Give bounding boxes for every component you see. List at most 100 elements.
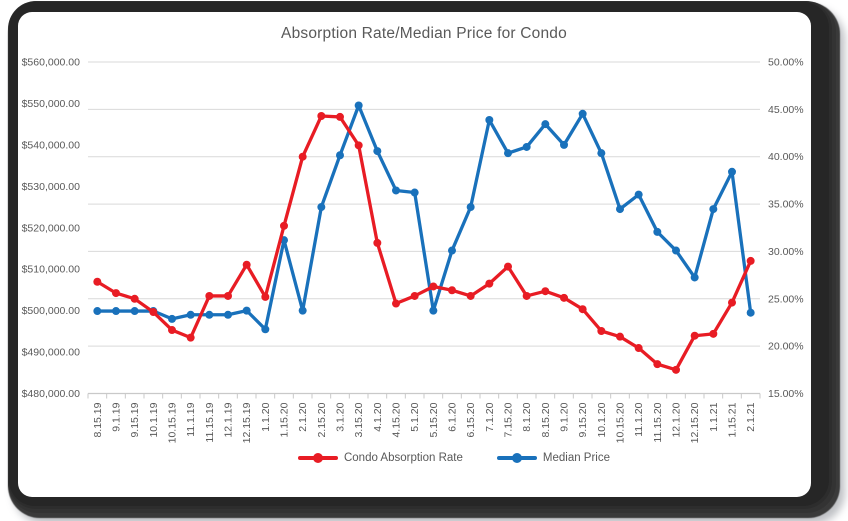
legend-label: Median Price bbox=[542, 452, 611, 464]
legend-label: Condo Absorption Rate bbox=[343, 452, 463, 464]
data-point-marker bbox=[597, 326, 606, 335]
data-point-marker bbox=[298, 152, 307, 161]
data-point-marker bbox=[728, 167, 736, 176]
left-axis-label: $560,000.00 bbox=[22, 57, 81, 69]
x-axis-label: 12.15.19 bbox=[241, 402, 253, 443]
data-point-marker bbox=[541, 287, 550, 296]
data-point-marker bbox=[93, 307, 102, 316]
x-axis-label: 10.1.19 bbox=[148, 402, 160, 437]
x-axis-label: 12.1.19 bbox=[223, 402, 235, 437]
legend-item-median-price: Median Price bbox=[496, 452, 611, 464]
x-axis-label: 2.1.20 bbox=[297, 402, 309, 431]
data-point-marker bbox=[130, 294, 139, 303]
x-axis-label: 1.15.20 bbox=[279, 402, 291, 437]
right-axis-label: 15.00% bbox=[768, 388, 804, 400]
data-point-marker bbox=[709, 205, 718, 214]
x-axis-label: 6.1.20 bbox=[447, 402, 459, 431]
data-point-marker bbox=[504, 149, 512, 158]
x-axis-label: 5.1.20 bbox=[409, 402, 421, 431]
data-point-marker bbox=[672, 365, 680, 374]
data-point-marker bbox=[653, 227, 662, 236]
x-axis-label: 11.15.20 bbox=[652, 402, 664, 442]
data-point-marker bbox=[466, 291, 475, 300]
data-point-marker bbox=[466, 203, 475, 212]
x-axis-label: 9.1.19 bbox=[111, 402, 123, 431]
data-point-marker bbox=[634, 190, 643, 199]
data-point-marker bbox=[130, 307, 139, 316]
x-axis-label: 9.15.20 bbox=[577, 402, 589, 437]
data-point-marker bbox=[149, 308, 158, 317]
data-point-marker bbox=[186, 333, 195, 342]
x-axis-label: 2.15.20 bbox=[316, 402, 328, 437]
left-axis-label: $490,000.00 bbox=[22, 347, 81, 359]
data-point-marker bbox=[672, 246, 680, 255]
data-point-marker bbox=[560, 293, 568, 302]
left-axis-labels: $480,000.00 $490,000.00 $500,000.00 $510,00… bbox=[22, 57, 81, 401]
series-condo-absorption-rate bbox=[93, 111, 755, 374]
left-axis-label: $550,000.00 bbox=[22, 98, 81, 110]
left-axis-label: $480,000.00 bbox=[22, 388, 81, 400]
data-point-marker bbox=[541, 120, 550, 129]
data-point-marker bbox=[354, 141, 363, 150]
data-point-marker bbox=[186, 310, 195, 319]
data-point-marker bbox=[728, 298, 736, 307]
x-axis-label: 11.15.19 bbox=[204, 402, 216, 442]
data-point-marker bbox=[522, 142, 531, 151]
data-point-marker bbox=[597, 149, 606, 158]
x-axis-label: 12.1.20 bbox=[671, 402, 683, 437]
x-axis-label: 10.15.19 bbox=[167, 402, 179, 443]
data-point-marker bbox=[336, 151, 344, 160]
x-axis-label: 12.15.20 bbox=[689, 402, 701, 443]
x-axis bbox=[87, 392, 761, 399]
left-axis-label: $500,000.00 bbox=[22, 305, 81, 317]
data-point-marker bbox=[93, 277, 102, 286]
data-point-marker bbox=[205, 291, 214, 300]
data-point-marker bbox=[373, 147, 382, 156]
data-point-marker bbox=[448, 246, 456, 255]
chart-legend: Condo Absorption Rate Median Price bbox=[0, 452, 848, 464]
data-point-marker bbox=[354, 101, 363, 110]
x-axis-label: 2.1.21 bbox=[745, 402, 757, 431]
data-point-marker bbox=[224, 291, 232, 300]
data-point-marker bbox=[578, 305, 587, 314]
data-point-marker bbox=[112, 307, 120, 316]
data-point-marker bbox=[224, 310, 232, 319]
data-point-marker bbox=[261, 325, 270, 334]
x-axis-labels: 8.15.19 9.1.19 9.15.19 10.1.19 10.15.19 11.1.… bbox=[92, 402, 757, 443]
data-point-marker bbox=[690, 331, 699, 340]
data-point-marker bbox=[392, 299, 400, 308]
legend-marker-icon bbox=[297, 453, 338, 463]
x-axis-label: 4.1.20 bbox=[372, 402, 384, 431]
data-point-marker bbox=[392, 186, 400, 195]
data-point-marker bbox=[504, 262, 512, 271]
data-point-marker bbox=[690, 273, 699, 282]
data-point-marker bbox=[168, 326, 176, 335]
x-axis-label: 11.1.20 bbox=[633, 402, 645, 436]
x-axis-label: 9.15.19 bbox=[129, 402, 141, 437]
x-axis-label: 10.15.20 bbox=[615, 402, 627, 443]
right-axis-label: 45.00% bbox=[768, 104, 804, 116]
x-axis-label: 8.15.19 bbox=[92, 402, 104, 437]
x-axis-label: 1.1.20 bbox=[260, 402, 272, 431]
right-axis-label: 25.00% bbox=[768, 293, 804, 305]
right-axis-label: 30.00% bbox=[768, 246, 804, 258]
right-axis-label: 35.00% bbox=[768, 199, 804, 211]
data-point-marker bbox=[242, 260, 251, 269]
data-point-marker bbox=[746, 256, 755, 265]
left-axis-label: $540,000.00 bbox=[22, 139, 81, 151]
x-axis-label: 11.1.19 bbox=[185, 402, 197, 436]
legend-dot-icon bbox=[312, 453, 323, 463]
x-axis-label: 1.1.21 bbox=[708, 402, 720, 431]
x-axis-label: 8.15.20 bbox=[540, 402, 552, 437]
data-point-marker bbox=[429, 282, 438, 291]
data-point-marker bbox=[485, 116, 494, 125]
legend-marker-icon bbox=[496, 453, 537, 463]
x-axis-label: 4.15.20 bbox=[391, 402, 403, 437]
right-axis-label: 40.00% bbox=[768, 151, 804, 163]
data-point-marker bbox=[578, 109, 587, 118]
data-point-marker bbox=[485, 279, 494, 288]
chart-title: Absorption Rate/Median Price for Condo bbox=[281, 25, 567, 42]
data-point-marker bbox=[336, 112, 344, 121]
